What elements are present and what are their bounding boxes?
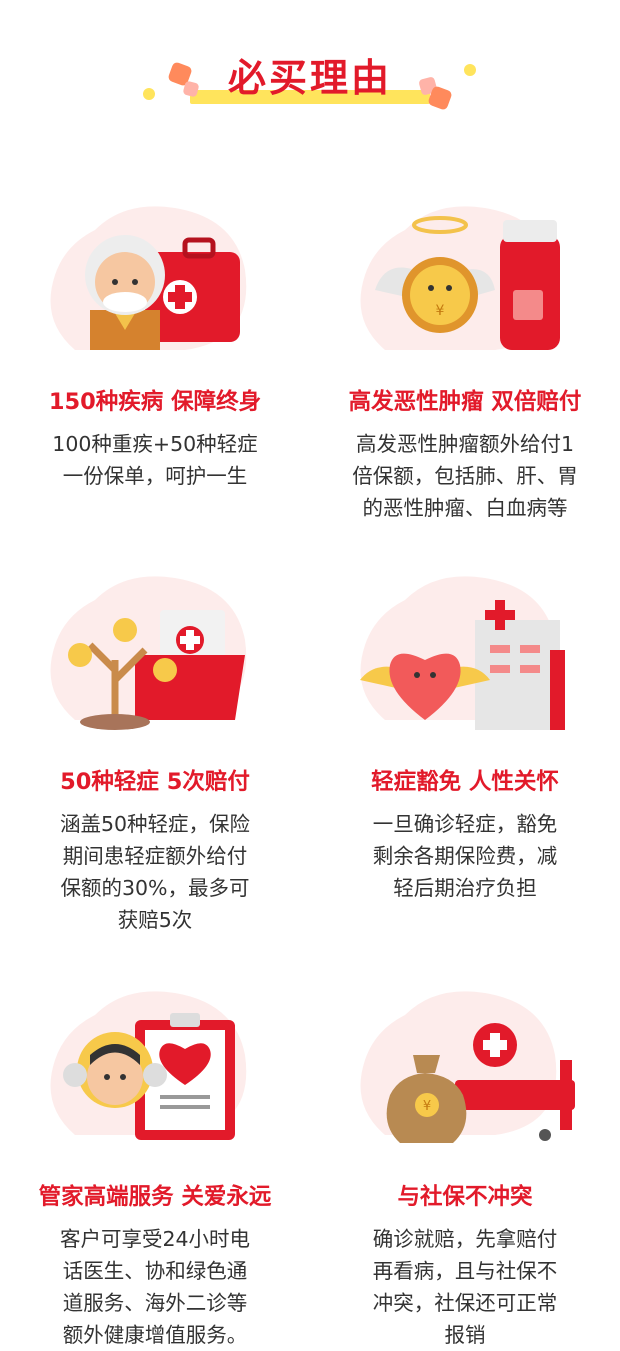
card-title: 管家高端服务 关爱永远 <box>38 1184 272 1210</box>
page-title: 必买理由 <box>227 56 392 100</box>
card-desc-line: 话医生、协和绿色通 <box>62 1259 248 1283</box>
card-title: 150种疾病 保障终身 <box>48 389 262 415</box>
card-title: 高发恶性肿瘤 双倍赔付 <box>348 389 582 415</box>
card-desc-line: 倍保额，包括肺、肝、胃 <box>352 464 578 488</box>
card-desc-line: 获赔5次 <box>117 908 193 932</box>
card-desc-line: 100种重疾+50种轻症 <box>52 432 258 456</box>
money-tree-folder-icon <box>50 576 247 730</box>
card-desc-line: 报销 <box>444 1323 486 1347</box>
card-description: 涵盖50种轻症，保险 期间患轻症额外给付 保额的30%，最多可 获赔5次 <box>30 808 280 936</box>
card-desc-line: 涵盖50种轻症，保险 <box>59 812 251 836</box>
card-desc-line: 的恶性肿瘤、白血病等 <box>362 496 568 520</box>
card-desc-line: 期间患轻症额外给付 <box>62 844 248 868</box>
card-desc-line: 轻后期治疗负担 <box>393 876 537 900</box>
section-header: 必买理由 <box>0 40 620 130</box>
card-desc-line: 再看病，且与社保不 <box>372 1259 558 1283</box>
card-desc-line: 冲突，社保还可正常 <box>372 1291 558 1315</box>
card-description: 一旦确诊轻症，豁免 剩余各期保险费，减 轻后期治疗负担 <box>340 808 590 904</box>
card-desc-line: 额外健康增值服务。 <box>62 1323 248 1347</box>
card-desc-line: 道服务、海外二诊等 <box>62 1291 248 1315</box>
winged-heart-hospital-icon <box>360 576 565 730</box>
service-agent-clipboard-icon <box>50 991 247 1140</box>
svg-text:¥: ¥ <box>436 303 445 319</box>
card-description: 客户可享受24小时电 话医生、协和绿色通 道服务、海外二诊等 额外健康增值服务。 <box>30 1223 280 1351</box>
card-desc-line: 剩余各期保险费，减 <box>372 844 558 868</box>
card-description: 确诊就赔，先拿赔付 再看病，且与社保不 冲突，社保还可正常 报销 <box>340 1223 590 1351</box>
card-desc-line: 客户可享受24小时电 <box>59 1227 251 1251</box>
winged-coin-medicine-icon: ¥ <box>360 206 560 350</box>
card-desc-line: 一旦确诊轻症，豁免 <box>372 812 558 836</box>
money-bag-hospital-bed-icon: ¥ <box>360 991 575 1143</box>
card-desc-line: 保额的30%，最多可 <box>60 876 250 900</box>
confetti-left-icon <box>143 62 199 100</box>
elder-with-medkit-icon <box>50 206 247 350</box>
card-description: 高发恶性肿瘤额外给付1 倍保额，包括肺、肝、胃 的恶性肿瘤、白血病等 <box>340 428 590 524</box>
svg-text:¥: ¥ <box>423 1099 431 1114</box>
card-description: 100种重疾+50种轻症 一份保单，呵护一生 <box>30 428 280 492</box>
card-desc-line: 确诊就赔，先拿赔付 <box>372 1227 558 1251</box>
card-title: 与社保不冲突 <box>397 1184 533 1210</box>
card-desc-line: 一份保单，呵护一生 <box>62 464 248 488</box>
title-highlight-bar <box>190 90 430 104</box>
confetti-right-icon <box>419 64 476 110</box>
card-title: 50种轻症 5次赔付 <box>60 769 250 795</box>
card-title: 轻症豁免 人性关怀 <box>371 769 559 795</box>
card-desc-line: 高发恶性肿瘤额外给付1 <box>355 432 575 456</box>
